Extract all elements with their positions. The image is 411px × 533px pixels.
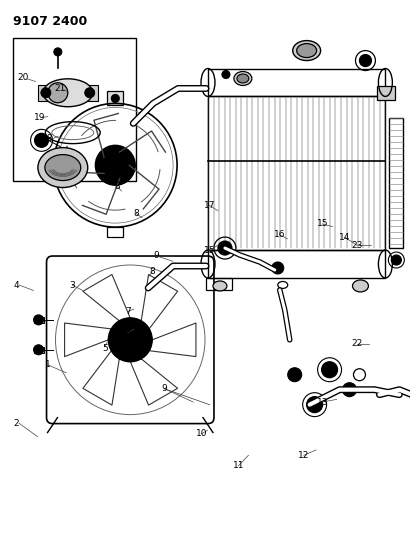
Text: 3: 3 [69, 280, 75, 289]
Text: 12: 12 [298, 451, 309, 460]
Circle shape [41, 88, 51, 98]
Text: 4: 4 [14, 280, 19, 289]
Text: 10: 10 [196, 430, 207, 439]
Text: 19: 19 [34, 113, 45, 122]
Ellipse shape [297, 44, 316, 58]
Circle shape [123, 333, 137, 347]
Bar [34, 317, 44, 323]
Ellipse shape [237, 74, 249, 83]
Bar [389, 118, 403, 248]
Bar [38, 85, 98, 101]
Text: 5: 5 [102, 344, 108, 353]
Ellipse shape [234, 71, 252, 85]
Circle shape [34, 345, 44, 355]
Text: 15: 15 [204, 246, 215, 255]
Bar [377, 86, 395, 100]
Circle shape [222, 70, 230, 78]
Text: 6: 6 [125, 328, 131, 337]
Circle shape [85, 88, 95, 98]
Circle shape [95, 146, 135, 185]
Text: 14: 14 [339, 233, 351, 242]
Bar [206, 278, 232, 290]
Circle shape [111, 94, 119, 102]
Text: 15: 15 [316, 220, 328, 229]
Ellipse shape [353, 280, 368, 292]
Ellipse shape [213, 281, 227, 291]
Bar [34, 347, 44, 353]
Circle shape [54, 48, 62, 56]
Text: 17: 17 [204, 201, 215, 210]
Ellipse shape [45, 155, 81, 181]
Bar [107, 92, 123, 106]
Text: 8: 8 [133, 209, 139, 218]
Circle shape [103, 154, 127, 177]
Bar [208, 250, 386, 278]
Text: 11: 11 [233, 462, 244, 470]
Bar [107, 227, 123, 237]
Text: 9: 9 [162, 384, 167, 393]
Text: 22: 22 [351, 339, 363, 348]
Circle shape [116, 326, 144, 354]
Text: 8: 8 [115, 182, 120, 191]
Circle shape [218, 241, 232, 255]
Circle shape [321, 362, 337, 378]
Text: 8: 8 [149, 268, 155, 276]
Text: 9107 2400: 9107 2400 [13, 15, 87, 28]
Circle shape [109, 318, 152, 362]
Text: 9: 9 [153, 252, 159, 260]
Text: 2: 2 [14, 419, 19, 428]
Bar [208, 69, 386, 96]
Circle shape [34, 315, 44, 325]
Circle shape [342, 383, 356, 397]
Text: 7: 7 [125, 307, 131, 316]
Text: 13: 13 [316, 398, 328, 407]
Ellipse shape [38, 148, 88, 188]
Bar [13, 38, 136, 181]
Circle shape [272, 262, 284, 274]
Circle shape [307, 397, 323, 413]
Text: 21: 21 [54, 84, 66, 93]
Circle shape [109, 159, 121, 171]
Circle shape [288, 368, 302, 382]
Ellipse shape [48, 83, 68, 103]
Circle shape [35, 133, 48, 147]
Text: 18: 18 [42, 134, 53, 143]
Text: 20: 20 [18, 73, 29, 82]
Bar [208, 96, 386, 250]
Ellipse shape [293, 41, 321, 61]
Circle shape [360, 54, 372, 67]
Text: 16: 16 [273, 230, 285, 239]
Ellipse shape [43, 79, 93, 107]
Circle shape [391, 255, 401, 265]
Text: 1: 1 [45, 360, 51, 369]
Text: 23: 23 [351, 241, 363, 250]
